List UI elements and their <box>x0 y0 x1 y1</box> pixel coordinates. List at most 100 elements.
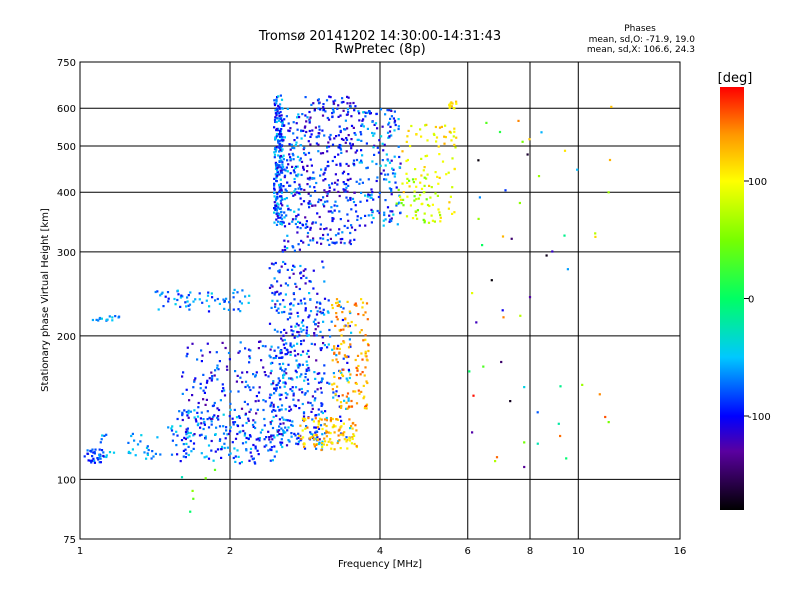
data-point <box>213 468 217 471</box>
data-point <box>258 386 261 389</box>
data-point <box>353 164 356 167</box>
data-point <box>302 324 305 327</box>
data-point <box>317 325 320 328</box>
data-point <box>343 242 346 245</box>
data-point <box>276 202 279 205</box>
data-point <box>345 186 348 189</box>
data-point <box>356 354 360 357</box>
data-point <box>364 366 367 369</box>
data-point <box>405 172 408 175</box>
data-point <box>303 146 306 149</box>
data-point <box>279 367 282 370</box>
data-point <box>347 184 350 187</box>
data-point <box>297 440 300 443</box>
data-point <box>317 442 320 446</box>
data-point <box>410 124 413 128</box>
data-point <box>373 123 376 126</box>
data-point <box>302 436 305 439</box>
data-point <box>319 227 322 230</box>
data-point <box>189 291 192 294</box>
data-point <box>286 170 289 173</box>
data-point <box>608 158 612 162</box>
data-point <box>350 405 354 408</box>
data-point <box>341 97 344 100</box>
data-point <box>204 437 207 440</box>
data-point <box>358 224 361 227</box>
data-point <box>509 400 512 403</box>
data-point <box>332 391 335 394</box>
data-point <box>345 150 348 153</box>
data-point <box>306 235 309 238</box>
data-point <box>427 221 431 224</box>
data-point <box>269 441 272 444</box>
data-point <box>273 387 276 390</box>
data-point <box>280 114 283 117</box>
data-point <box>332 425 335 428</box>
data-point <box>279 94 282 97</box>
data-point <box>370 193 373 196</box>
data-point <box>198 292 201 295</box>
data-point <box>275 354 278 358</box>
data-point <box>336 107 339 110</box>
data-point <box>185 388 188 391</box>
data-point <box>219 438 222 441</box>
data-point <box>293 265 296 268</box>
data-point <box>303 442 306 445</box>
data-point <box>294 218 297 221</box>
data-point <box>93 459 96 462</box>
data-point <box>308 437 311 440</box>
data-point <box>278 271 281 274</box>
data-point <box>210 292 213 295</box>
data-point <box>217 418 220 421</box>
data-point <box>321 152 325 155</box>
data-point <box>282 221 285 224</box>
data-point <box>397 118 400 121</box>
data-point <box>317 107 320 110</box>
data-point <box>282 343 285 346</box>
data-point <box>206 342 209 345</box>
data-point <box>309 158 312 161</box>
data-point <box>280 202 283 205</box>
data-point <box>338 228 341 231</box>
data-point <box>285 190 288 193</box>
data-point <box>278 139 281 143</box>
data-point <box>273 188 276 191</box>
data-point <box>301 417 304 420</box>
data-point <box>317 150 320 153</box>
data-point <box>261 344 264 348</box>
data-point <box>203 423 206 426</box>
data-point <box>441 160 445 163</box>
data-point <box>276 330 279 333</box>
data-point <box>358 119 361 122</box>
data-point <box>180 476 184 479</box>
data-point <box>285 418 288 422</box>
data-point <box>152 455 155 458</box>
data-point <box>341 172 344 175</box>
data-point <box>365 404 368 407</box>
data-point <box>416 209 419 212</box>
data-point <box>292 398 295 401</box>
data-point <box>274 112 277 115</box>
data-point <box>287 426 290 429</box>
data-point <box>306 164 309 167</box>
data-point <box>205 398 208 401</box>
data-point <box>243 434 246 437</box>
data-point <box>207 310 211 313</box>
data-point <box>311 435 314 438</box>
data-point <box>274 356 277 359</box>
data-point <box>354 228 357 232</box>
data-point <box>228 453 231 456</box>
data-point <box>364 311 367 314</box>
data-point <box>348 310 351 313</box>
data-point <box>229 408 232 411</box>
data-point <box>273 153 277 156</box>
data-point <box>317 408 320 411</box>
data-point <box>203 456 206 459</box>
data-point <box>280 159 283 162</box>
data-point <box>346 226 349 229</box>
data-point <box>307 316 310 319</box>
data-point <box>349 197 352 200</box>
data-point <box>383 143 386 146</box>
data-point <box>296 231 299 234</box>
data-point <box>86 452 89 455</box>
